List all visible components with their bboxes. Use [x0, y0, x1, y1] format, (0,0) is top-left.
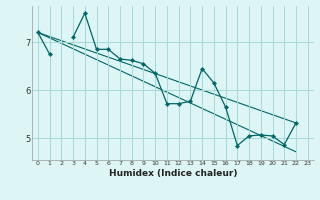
X-axis label: Humidex (Indice chaleur): Humidex (Indice chaleur)	[108, 169, 237, 178]
